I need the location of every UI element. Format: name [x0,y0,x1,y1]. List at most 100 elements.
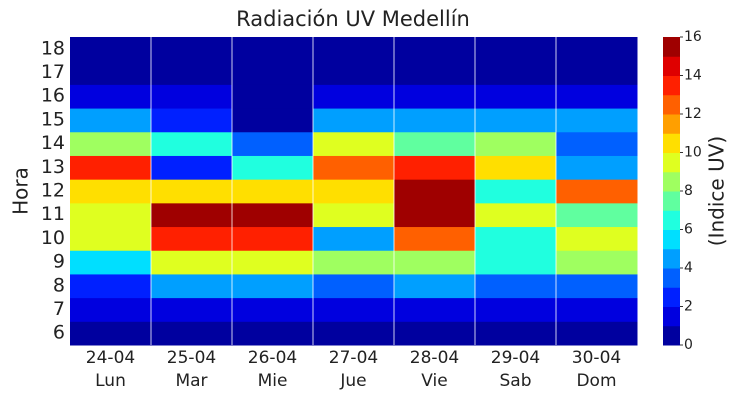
x-tick-sublabel: Lun [95,371,126,391]
colorbar-swatch [663,287,680,307]
heatmap-cell [394,202,476,228]
x-tick-sublabel: Jue [339,371,366,391]
heatmap-cell [394,60,476,85]
heatmap-cell [232,131,314,156]
y-tick-label: 12 [41,180,65,202]
heatmap-cell [151,273,233,299]
heatmap-cell [70,202,152,228]
colorbar-swatch [663,133,680,153]
colorbar-swatch [663,152,680,173]
colorbar-tick-label: 4 [684,260,693,276]
heatmap-cell [556,321,638,346]
heatmap-cell [394,155,476,180]
heatmap-cell [151,84,233,109]
colorbar-swatch [663,191,680,211]
heatmap-cell [151,37,233,62]
heatmap-cell [70,84,152,109]
heatmap-cell [232,273,314,299]
heatmap-cell [232,226,314,251]
colorbar-tick-label: 16 [684,29,702,45]
x-tick-label: 28-04 [410,348,459,368]
heatmap-cell [556,273,638,299]
colorbar-swatch [663,114,680,134]
y-tick-label: 11 [41,203,65,225]
heatmap-cell [70,179,152,204]
heatmap-cell [475,226,557,251]
heatmap-cell [394,226,476,251]
x-tick-label: 30-04 [572,348,621,368]
colorbar-swatch [663,325,680,346]
colorbar-tick-label: 8 [684,183,693,199]
heatmap-cell [394,108,476,133]
colorbar-swatch [663,56,680,76]
y-tick-label: 7 [53,298,65,320]
colorbar-swatch [663,306,680,327]
heatmap-cell [70,250,152,275]
heatmap-cell [70,60,152,85]
heatmap-cell [151,226,233,251]
heatmap-cell [475,37,557,62]
heatmap-cell [232,155,314,180]
y-tick-label: 17 [41,61,65,83]
heatmap-cell [556,84,638,109]
heatmap-cell [70,321,152,346]
heatmap-cell [232,84,314,109]
heatmap-cell [313,60,395,85]
heatmap-cell [556,179,638,204]
heatmap-cell [232,108,314,133]
chart-title: Radiación UV Medellín [236,7,470,31]
y-axis-label: Hora [9,167,33,215]
colorbar-swatch [663,229,680,250]
colorbar-tick-label: 6 [684,222,693,238]
x-tick-label: 26-04 [248,348,297,368]
x-tick-label: 25-04 [167,348,216,368]
heatmap-cell [313,37,395,62]
y-tick-label: 9 [53,251,65,273]
heatmap-cell [232,179,314,204]
heatmap-cell [313,155,395,180]
colorbar-swatch [663,37,680,57]
heatmap-cell [232,250,314,275]
heatmap-cell [151,202,233,228]
y-tick-label: 13 [41,156,65,178]
heatmap-cell [475,108,557,133]
heatmap-cell [556,108,638,133]
y-tick-label: 16 [41,85,65,107]
colorbar-swatch [663,75,680,96]
heatmap-cell [313,202,395,228]
y-tick-label: 15 [41,108,65,130]
heatmap-cell [313,273,395,299]
heatmap-cell [394,250,476,275]
heatmap-cell [394,297,476,322]
heatmap-cell [151,297,233,322]
colorbar-tick-label: 12 [684,106,702,122]
colorbar-swatch [663,210,680,230]
heatmap-cell [232,321,314,346]
heatmap-cell [556,60,638,85]
heatmap-cell [70,131,152,156]
heatmap-cell [151,155,233,180]
x-tick-sublabel: Sab [500,371,532,391]
heatmap-cell [556,297,638,322]
heatmap-cell [475,297,557,322]
heatmap-cell [232,202,314,228]
heatmap-cell [475,84,557,109]
heatmap-cell [151,108,233,133]
heatmap-cell [394,321,476,346]
heatmap-cell [475,60,557,85]
heatmap-cell [394,179,476,204]
heatmap-cell [70,37,152,62]
x-tick-sublabel: Mar [175,371,207,391]
heatmap-cell [475,273,557,299]
heatmap-cell [313,131,395,156]
colorbar-swatch [663,248,680,269]
heatmap-cell [394,131,476,156]
heatmap-cell [313,84,395,109]
y-tick-label: 18 [41,37,65,59]
heatmap-cell [70,226,152,251]
heatmap-cell [70,108,152,133]
heatmap-cell [70,273,152,299]
heatmap-cell [151,321,233,346]
heatmap-cell [232,37,314,62]
heatmap-cell [556,155,638,180]
